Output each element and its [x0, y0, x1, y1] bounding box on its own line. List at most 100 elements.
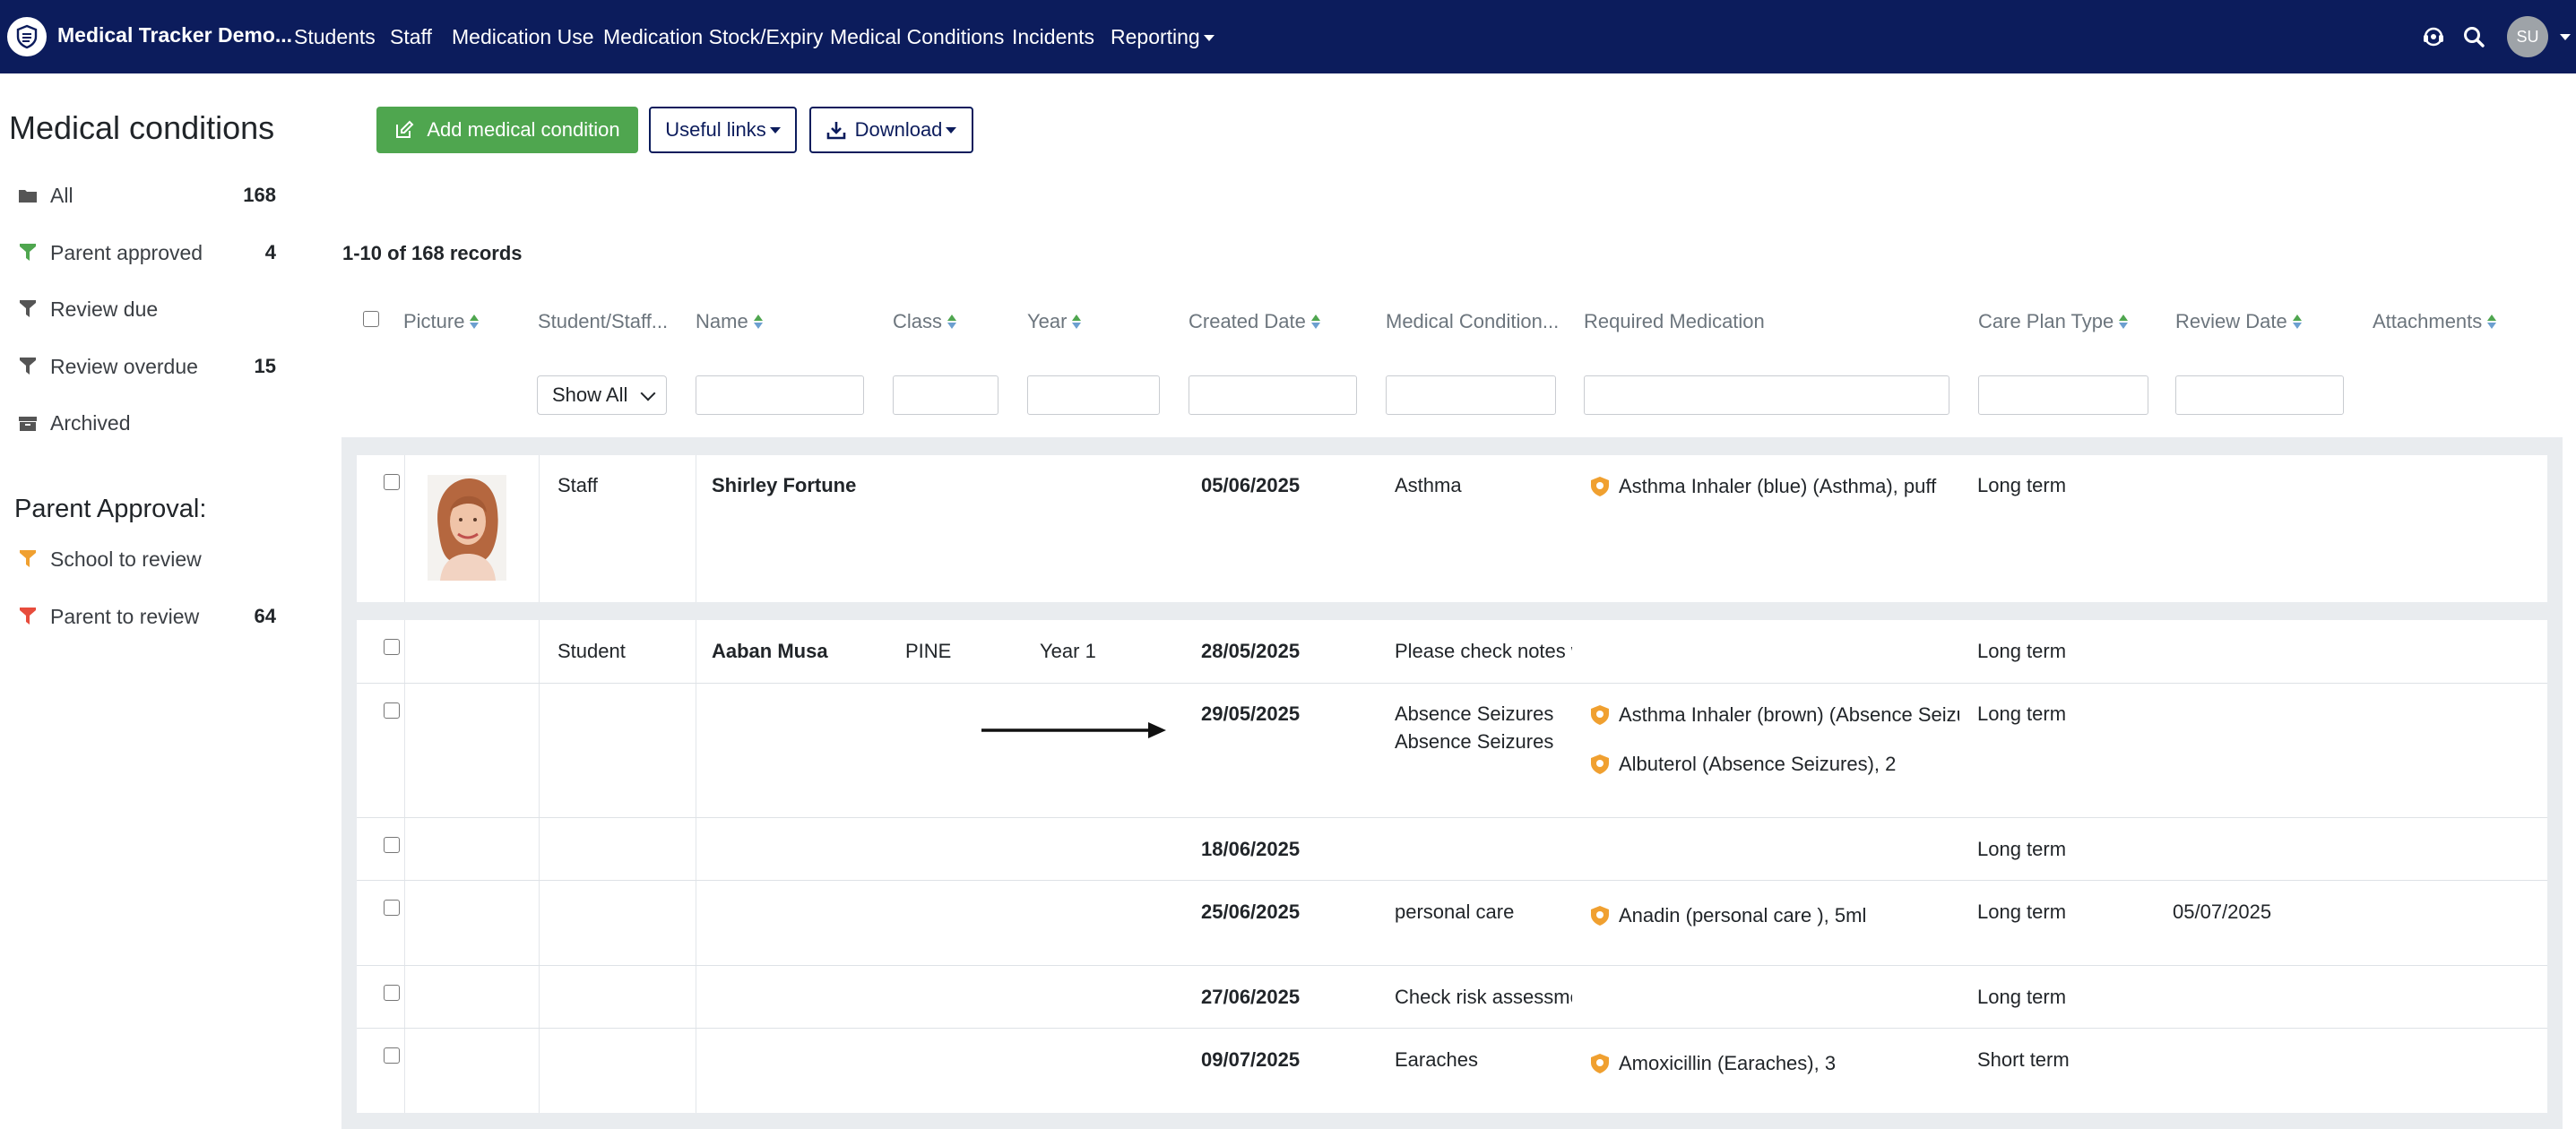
filter-icon: [16, 547, 39, 571]
care-plan-type-filter-input[interactable]: [1978, 375, 2148, 415]
column-header-care-plan-type[interactable]: Care Plan Type: [1978, 310, 2129, 333]
cell-created-date: 18/06/2025: [1201, 838, 1301, 860]
page-title: Medical conditions: [9, 109, 275, 146]
column-header-picture[interactable]: Picture: [403, 310, 480, 333]
medication-label: Anadin (personal care ), 5ml: [1619, 904, 1867, 926]
download-icon: [826, 122, 845, 140]
cell-created-date: 27/06/2025: [1201, 986, 1301, 1008]
sidebar-item-all[interactable]: All 168: [16, 177, 276, 213]
column-header-review-date[interactable]: Review Date: [2175, 310, 2302, 333]
records-count: 1-10 of 168 records: [342, 242, 523, 264]
sort-icon: [1072, 315, 1082, 329]
sidebar-item-review-overdue[interactable]: Review overdue 15: [16, 349, 276, 384]
column-header-class[interactable]: Class: [893, 310, 957, 333]
medication-label: Amoxicillin (Earaches), 3: [1619, 1052, 1837, 1074]
nav-medication-stock[interactable]: Medication Stock/Expiry: [603, 25, 824, 48]
parent-approval-heading: Parent Approval:: [14, 495, 207, 523]
download-button[interactable]: Download: [809, 107, 973, 153]
search-icon[interactable]: [2459, 22, 2489, 52]
sidebar-item-archived[interactable]: Archived: [16, 405, 276, 441]
sidebar-item-label: Parent to review: [50, 604, 200, 628]
user-avatar[interactable]: SU: [2507, 16, 2548, 57]
sort-icon: [1310, 315, 1320, 329]
column-header-created-date[interactable]: Created Date: [1189, 310, 1320, 333]
name-filter-input[interactable]: [696, 375, 864, 415]
medical-condition-filter-input[interactable]: [1386, 375, 1556, 415]
chevron-down-icon: [1203, 35, 1215, 42]
row-checkbox[interactable]: [384, 985, 400, 1001]
sidebar-item-school-to-review[interactable]: School to review: [16, 541, 276, 577]
row-divider: [357, 965, 2547, 966]
sort-icon: [2119, 315, 2129, 329]
column-header-student-staff[interactable]: Student/Staff...: [538, 310, 668, 333]
nav-medication-use[interactable]: Medication Use: [452, 25, 594, 48]
nav-reporting[interactable]: Reporting: [1111, 25, 1215, 49]
cell-year: Year 1: [1040, 640, 1096, 662]
cell-name[interactable]: Aaban Musa: [712, 640, 828, 662]
nav-medical-conditions[interactable]: Medical Conditions: [830, 25, 1005, 48]
column-header-attachments[interactable]: Attachments: [2373, 310, 2497, 333]
column-header-label: Class: [893, 310, 943, 332]
required-medication-filter-input[interactable]: [1584, 375, 1949, 415]
sort-icon: [947, 315, 957, 329]
column-header-label: Year: [1027, 310, 1068, 332]
add-medical-condition-button[interactable]: Add medical condition: [376, 107, 638, 153]
sidebar-item-parent-approved[interactable]: Parent approved 4: [16, 235, 276, 271]
row-checkbox[interactable]: [384, 639, 400, 655]
column-header-name[interactable]: Name: [696, 310, 763, 333]
cell-type: Student: [558, 640, 626, 662]
table-row-group-student: [357, 620, 2547, 1113]
sort-icon: [2487, 315, 2497, 329]
column-header-label: Name: [696, 310, 748, 332]
nav-incidents[interactable]: Incidents: [1012, 25, 1095, 48]
shield-icon: [1591, 1054, 1609, 1073]
column-header-label: Created Date: [1189, 310, 1306, 332]
column-header-label: Review Date: [2175, 310, 2287, 332]
sidebar-item-parent-to-review[interactable]: Parent to review 64: [16, 599, 276, 634]
sidebar-item-label: All: [50, 183, 73, 207]
cell-name[interactable]: Shirley Fortune: [712, 474, 857, 496]
cell-care-plan: Long term: [1977, 702, 2067, 725]
column-header-medical-condition[interactable]: Medical Condition...: [1386, 310, 1559, 333]
brand-logo-icon[interactable]: [7, 17, 47, 56]
cell-condition: Check risk assessme: [1395, 986, 1572, 1008]
cell-condition: Absence Seizures: [1395, 702, 1554, 725]
top-navbar: Medical Tracker Demo... Students Staff M…: [0, 0, 2576, 73]
cell-care-plan: Long term: [1977, 474, 2067, 496]
created-date-filter-input[interactable]: [1189, 375, 1357, 415]
useful-links-button[interactable]: Useful links: [649, 107, 797, 153]
sidebar-item-count: 15: [254, 355, 276, 377]
cell-care-plan: Long term: [1977, 986, 2067, 1008]
filter-icon: [16, 297, 39, 321]
cell-care-plan: Long term: [1977, 838, 2067, 860]
column-header-year[interactable]: Year: [1027, 310, 1082, 333]
shield-icon: [1591, 705, 1609, 725]
row-checkbox[interactable]: [384, 474, 400, 490]
row-checkbox[interactable]: [384, 900, 400, 916]
cell-care-plan: Long term: [1977, 640, 2067, 662]
sidebar-item-review-due[interactable]: Review due: [16, 291, 276, 327]
cell-care-plan: Short term: [1977, 1048, 2070, 1071]
column-header-label: Student/Staff...: [538, 310, 669, 332]
class-filter-input[interactable]: [893, 375, 998, 415]
brand-name[interactable]: Medical Tracker Demo...: [57, 23, 293, 47]
row-checkbox[interactable]: [384, 1047, 400, 1064]
sidebar-item-label: Review overdue: [50, 354, 198, 378]
cell-condition: Earaches: [1395, 1048, 1478, 1071]
row-checkbox[interactable]: [384, 702, 400, 719]
review-date-filter-input[interactable]: [2175, 375, 2344, 415]
chevron-down-icon: [769, 126, 781, 134]
support-icon[interactable]: [2418, 22, 2449, 52]
nav-students[interactable]: Students: [294, 25, 376, 48]
column-divider: [539, 455, 540, 602]
cell-created-date: 25/06/2025: [1201, 901, 1301, 923]
select-all-checkbox[interactable]: [363, 311, 379, 327]
avatar-chevron-down-icon[interactable]: [2560, 34, 2571, 40]
cell-condition: Please check notes w: [1395, 640, 1572, 662]
student-staff-filter-select[interactable]: Show All: [537, 375, 667, 415]
row-checkbox[interactable]: [384, 837, 400, 853]
sidebar-item-label: Review due: [50, 297, 159, 321]
filter-icon: [16, 605, 39, 628]
nav-staff[interactable]: Staff: [390, 25, 432, 48]
year-filter-input[interactable]: [1027, 375, 1160, 415]
